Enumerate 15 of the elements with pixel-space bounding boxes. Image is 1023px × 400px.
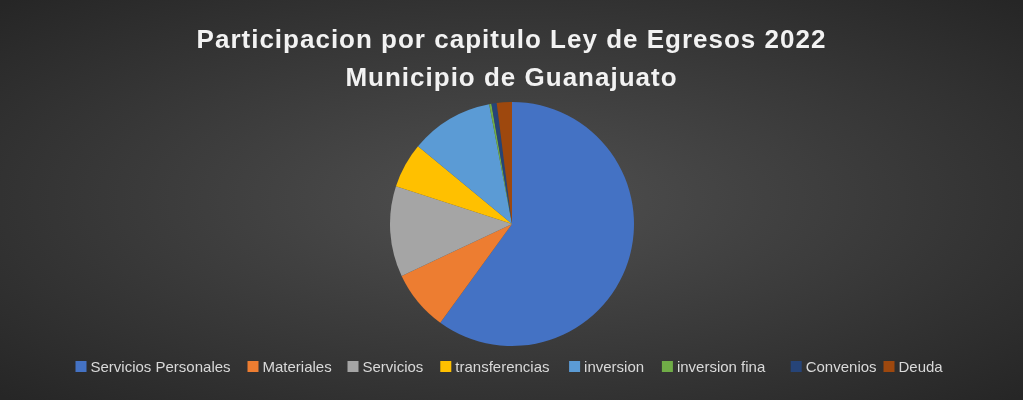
- pie-slice: [401, 224, 512, 323]
- chart-subtitle: Municipio de Guanajuato: [345, 62, 678, 92]
- pie-slice: [440, 102, 634, 346]
- legend-label: Servicios: [362, 358, 424, 375]
- pie-slice: [395, 146, 512, 224]
- legend-label: Materiales: [262, 358, 332, 375]
- legend-label: Servicios Personales: [90, 358, 231, 375]
- legend-label: transferencias: [455, 358, 550, 375]
- legend-label: inversion: [584, 358, 645, 375]
- chart-title: Participacion por capitulo Ley de Egresos 2022: [196, 24, 827, 54]
- pie-slice: [390, 186, 512, 276]
- legend-label: inversion fina: [676, 358, 766, 375]
- legend-label: Convenios: [805, 358, 877, 375]
- legend-label: Deuda: [898, 358, 944, 375]
- pie-slice: [418, 104, 512, 224]
